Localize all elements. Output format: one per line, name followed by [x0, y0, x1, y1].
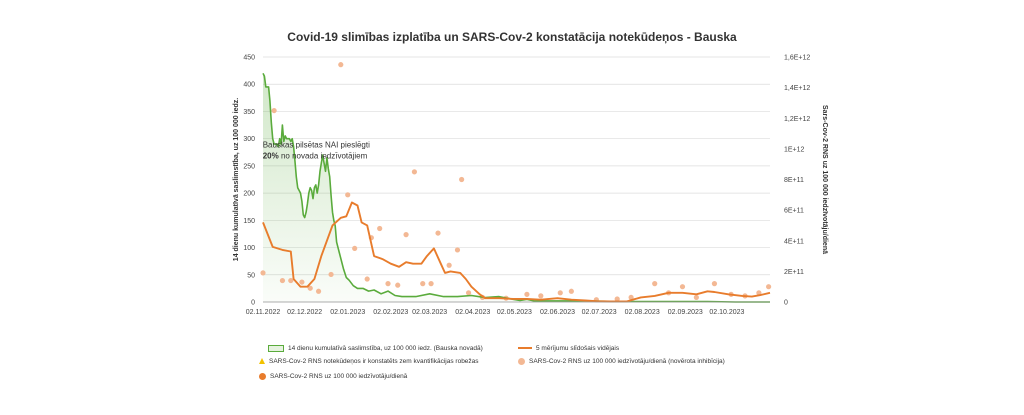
- x-tick-label: 02.11.2022: [246, 309, 281, 316]
- left-tick-label: 300: [243, 136, 255, 143]
- rna-inhibition-point: [568, 288, 574, 294]
- moving-average-line: [262, 201, 771, 303]
- rna-inhibition-point: [364, 276, 370, 282]
- rna-inhibition-point: [428, 281, 434, 287]
- rna-inhibition-point: [628, 294, 634, 301]
- x-tick-label: 02.07.2023: [582, 309, 617, 316]
- right-tick-label: 0: [784, 300, 788, 307]
- right-tick-label: 1E+12: [784, 146, 805, 153]
- x-tick-label: 02.12.2022: [287, 309, 322, 316]
- rna-inhibition-point: [279, 277, 286, 284]
- incidence-area-fill: [263, 73, 770, 302]
- left-tick-label: 200: [243, 191, 255, 198]
- legend-item-inhibition: SARS-Cov-2 RNS uz 100 000 iedzīvotāju/di…: [518, 358, 725, 365]
- rna-inhibition-point: [420, 281, 426, 287]
- rna-inhibition-point: [465, 290, 472, 296]
- rna-inhibition-point: [557, 290, 563, 296]
- right-tick-label: 1,2E+12: [784, 116, 810, 123]
- x-tick-label: 02.08.2023: [625, 309, 660, 316]
- rna-inhibition-point: [403, 232, 409, 238]
- rna-inhibition-point: [679, 284, 686, 290]
- rna-inhibition-point: [652, 281, 658, 287]
- legend-swatch-orange-dot: [259, 373, 266, 380]
- right-tick-label: 1,6E+12: [784, 55, 810, 62]
- rna-inhibition-point: [385, 281, 391, 287]
- x-tick-label: 02.02.2023: [373, 309, 408, 316]
- legend-label-incidence: 14 dienu kumulatīvā saslimstība, uz 100 …: [288, 345, 483, 353]
- rna-inhibition-point: [307, 285, 313, 291]
- axes: 0 50 100 150 200 250 300 350 400 450 0 2E+11 4E+11 6E…: [233, 55, 828, 317]
- rna-inhibition-point: [338, 62, 344, 68]
- legend-item-moving-average: 5 mērījumu slīdošais vidējais: [518, 345, 619, 352]
- x-tick-label: 02.09.2023: [668, 309, 703, 316]
- left-tick-label: 100: [243, 245, 255, 252]
- left-tick-label: 0: [251, 300, 255, 307]
- x-tick-label: 02.06.2023: [540, 309, 575, 316]
- right-tick-label: 1,4E+12: [784, 85, 810, 92]
- rna-inhibition-point: [411, 169, 418, 175]
- x-tick-label: 02.05.2023: [497, 309, 532, 316]
- legend-label-inhibition: SARS-Cov-2 RNS uz 100 000 iedzīvotāju/di…: [529, 358, 725, 366]
- left-tick-label: 150: [243, 218, 255, 225]
- rna-inhibition-point: [352, 245, 358, 252]
- rna-inhibition-point: [435, 230, 441, 236]
- legend-item-rna: SARS-Cov-2 RNS uz 100 000 iedzīvotāju/di…: [259, 373, 407, 380]
- legend-swatch-orange: [518, 347, 532, 350]
- rna-inhibition-point: [711, 281, 718, 287]
- x-tick-label: 02.01.2023: [330, 309, 365, 316]
- right-tick-label: 2E+11: [784, 269, 804, 276]
- left-tick-label: 450: [243, 55, 255, 62]
- rna-inhibition-point: [288, 277, 294, 284]
- rna-inhibition-point: [446, 262, 452, 268]
- rna-inhibition-point: [395, 282, 401, 288]
- rna-inhibition-point: [454, 247, 461, 253]
- rna-inhibition-point: [614, 296, 620, 302]
- legend-label-moving-average: 5 mērījumu slīdošais vidējais: [536, 345, 620, 352]
- rna-inhibition-point: [693, 294, 699, 301]
- legend-label-below-quantification: SARS-Cov-2 RNS notekūdeņos ir konstatēts…: [269, 358, 479, 365]
- right-tick-label: 4E+11: [784, 238, 804, 245]
- rna-inhibition-point: [260, 270, 266, 276]
- rna-inhibition-point: [459, 176, 465, 183]
- rna-inhibition-point: [756, 290, 762, 296]
- rna-inhibition-point: [377, 225, 383, 232]
- legend-item-incidence: 14 dienu kumulatīvā saslimstība, uz 100 …: [268, 345, 483, 352]
- right-tick-label: 6E+11: [784, 208, 804, 215]
- annotation-rest-part: no novada iedzīvotājiem: [279, 151, 368, 160]
- legend-swatch-triangle: [259, 358, 265, 365]
- annotation-bold-part: 20%: [263, 151, 279, 160]
- rna-inhibition-point: [328, 271, 334, 278]
- rna-inhibition-point: [299, 279, 305, 285]
- incidence-area: [263, 73, 770, 302]
- left-tick-label: 350: [243, 109, 255, 116]
- rna-inhibition-point: [315, 288, 322, 294]
- rna-inhibition-point: [538, 293, 544, 299]
- y-axis-right-title: Sars-Cov-2 RNS uz 100 000 iedzīvotāju/di…: [821, 105, 828, 254]
- x-tick-label: 02.10.2023: [709, 309, 744, 316]
- left-tick-label: 250: [243, 163, 255, 170]
- scatter-points: [260, 62, 772, 303]
- rna-inhibition-point: [524, 291, 530, 297]
- y-axis-left-title: 14 dienu kumulatīvā saslimstība, uz 100 …: [233, 98, 240, 261]
- chart-title: Covid-19 slimības izplatība un SARS-Cov-…: [287, 30, 737, 44]
- series-lines: [262, 72, 771, 303]
- rna-inhibition-point: [766, 284, 772, 290]
- rna-inhibition-point: [345, 192, 351, 198]
- annotation-line-1: Bauskas pilsētas NAI pieslēgti: [263, 140, 370, 149]
- legend-swatch-green: [268, 345, 284, 352]
- annotation: Bauskas pilsētas NAI pieslēgti 20% no nov…: [263, 140, 370, 160]
- legend-swatch-light-dot: [518, 358, 525, 365]
- annotation-line-2: 20% no novada iedzīvotājiem: [263, 151, 368, 160]
- left-tick-label: 400: [243, 82, 255, 89]
- right-tick-label: 8E+11: [784, 177, 804, 184]
- x-tick-label: 02.04.2023: [455, 309, 490, 316]
- legend-item-below-quantification: SARS-Cov-2 RNS notekūdeņos ir konstatēts…: [259, 358, 479, 365]
- rna-inhibition-point: [271, 107, 277, 114]
- left-tick-label: 50: [247, 272, 255, 279]
- legend-label-rna: SARS-Cov-2 RNS uz 100 000 iedzīvotāju/di…: [270, 373, 408, 381]
- x-tick-label: 02.03.2023: [412, 309, 447, 316]
